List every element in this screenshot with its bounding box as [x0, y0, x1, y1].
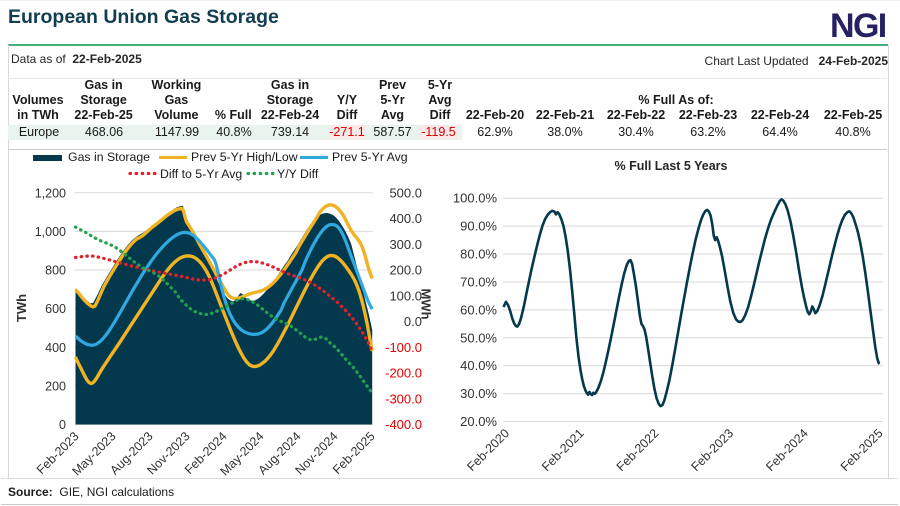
svg-text:200: 200: [45, 379, 66, 393]
svg-text:80.0%: 80.0%: [460, 247, 497, 262]
svg-text:Feb-2021: Feb-2021: [539, 426, 587, 474]
svg-text:600: 600: [45, 302, 66, 316]
svg-text:% Full Last 5 Years: % Full Last 5 Years: [614, 159, 727, 173]
svg-text:500.0: 500.0: [389, 185, 422, 200]
svg-text:1,000: 1,000: [35, 225, 66, 239]
svg-text:90.0%: 90.0%: [460, 219, 497, 234]
svg-text:800: 800: [45, 264, 66, 278]
svg-text:200.0: 200.0: [389, 263, 422, 278]
svg-text:-200.0: -200.0: [385, 366, 422, 381]
svg-text:300.0: 300.0: [389, 237, 422, 252]
svg-text:Feb-2024: Feb-2024: [763, 426, 811, 474]
svg-text:40.0%: 40.0%: [460, 358, 497, 373]
svg-text:30.0%: 30.0%: [460, 386, 497, 401]
svg-text:Feb-2023: Feb-2023: [688, 426, 736, 474]
svg-text:MWh: MWh: [419, 288, 434, 319]
svg-text:50.0%: 50.0%: [460, 330, 497, 345]
svg-text:20.0%: 20.0%: [460, 414, 497, 429]
svg-text:Feb-2020: Feb-2020: [464, 426, 512, 474]
svg-text:100.0: 100.0: [389, 288, 422, 303]
svg-text:-300.0: -300.0: [385, 391, 422, 406]
svg-text:400: 400: [45, 341, 66, 355]
svg-text:1,200: 1,200: [35, 186, 66, 200]
svg-text:0.0: 0.0: [404, 314, 422, 329]
svg-text:-400.0: -400.0: [385, 417, 422, 432]
svg-text:Feb-2025: Feb-2025: [838, 426, 886, 474]
svg-text:100.0%: 100.0%: [453, 191, 498, 206]
svg-text:-100.0: -100.0: [385, 340, 422, 355]
svg-text:70.0%: 70.0%: [460, 275, 497, 290]
svg-text:0: 0: [59, 418, 66, 432]
svg-text:400.0: 400.0: [389, 211, 422, 226]
svg-text:Feb-2022: Feb-2022: [614, 426, 662, 474]
svg-text:60.0%: 60.0%: [460, 302, 497, 317]
svg-text:TWh: TWh: [14, 294, 29, 322]
